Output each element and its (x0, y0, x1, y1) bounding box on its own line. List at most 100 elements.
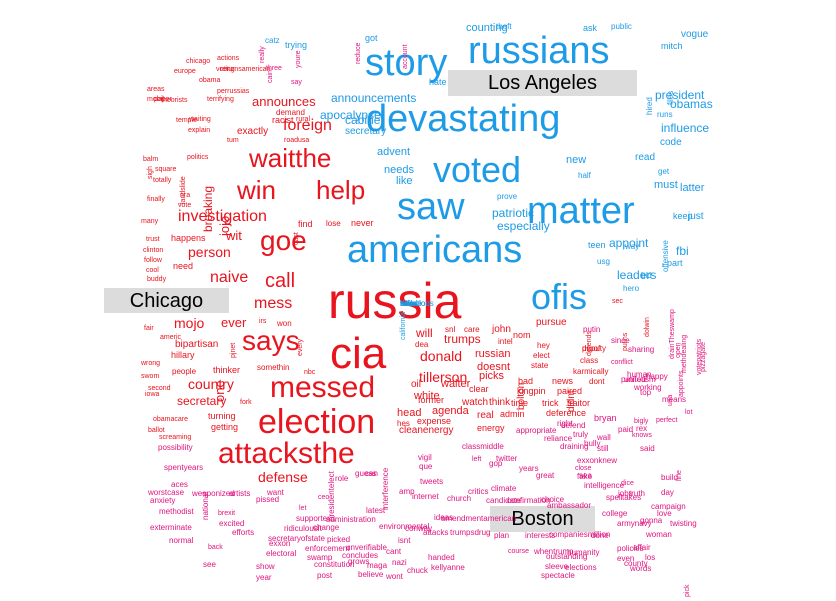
word-especially: especially (497, 219, 550, 233)
word-situation: situation (400, 299, 430, 308)
word-waiting: waiting (189, 116, 211, 123)
word-ballot: ballot (148, 427, 165, 434)
word-change: change (313, 523, 340, 532)
word-amp: amp (399, 487, 415, 496)
word-russia: russia (328, 273, 462, 329)
word-waitthe: waitthe (249, 143, 332, 173)
word-affair: affair (633, 543, 651, 552)
word-maga: maga (367, 561, 388, 570)
word-secretary: secretary (345, 126, 387, 137)
word-back: back (208, 544, 223, 551)
word-got: got (365, 33, 378, 43)
word-americans: americans (347, 229, 523, 271)
word-trust: trust (146, 236, 160, 243)
word-russian: russian (475, 348, 511, 360)
word-believe: believe (358, 570, 384, 579)
word-exxon: exxon (269, 539, 291, 548)
word-bad: bad (518, 376, 534, 386)
word-classmiddle: classmiddle (462, 442, 504, 451)
word-politics: politics (187, 154, 209, 161)
word-year: year (256, 573, 272, 582)
word-code: code (660, 137, 682, 148)
word-turning: turning (208, 411, 236, 421)
word-call: call (265, 270, 296, 292)
word-breaking: breaking (201, 185, 215, 232)
word-administration: administration (326, 515, 376, 524)
word-open: open (675, 342, 682, 358)
word-walter: walter (441, 378, 471, 390)
word-rural: rural (296, 116, 311, 123)
word-bipartisan: bipartisan (175, 339, 219, 350)
word-oracle: oracle (400, 299, 422, 308)
word-obamacare: obamacare (153, 416, 189, 423)
word-lot: lot (685, 409, 693, 416)
word-policies: policies (617, 544, 644, 553)
word-balm: balm (143, 156, 159, 163)
word-kellyanne: kellyanne (431, 563, 465, 572)
word-said: said (640, 444, 655, 453)
word-youre: youre (295, 50, 302, 68)
word-expense: expense (417, 416, 452, 426)
word-vigil: vigil (418, 453, 432, 462)
word-latter: latter (680, 182, 705, 194)
word-fake: fake (577, 472, 593, 481)
word-efforts: efforts (232, 528, 255, 537)
word-foreign: foreign (283, 117, 332, 134)
word-wrong: wrong (141, 360, 161, 367)
word-vote: vote (178, 202, 192, 209)
word-sleeve: sleeve (545, 562, 569, 571)
word-defends: defends (586, 331, 593, 356)
word-help: help (316, 175, 366, 205)
word-plan: plan (494, 531, 510, 540)
word-roadusa: roadusa (284, 137, 310, 144)
word-tillerson: tillerson (419, 369, 468, 385)
word-ever: ever (221, 315, 247, 330)
word-appropriate: appropriate (516, 426, 557, 435)
word-bid: bid (641, 271, 652, 280)
word-cool: cool (146, 267, 159, 274)
word-bryan: bryan (594, 413, 617, 423)
word-knew: knew (400, 299, 419, 308)
word-ridiculousit: ridiculousit (284, 524, 322, 533)
word-admin: admin (500, 409, 525, 419)
word-twisting: twisting (670, 519, 697, 528)
word-even: even (617, 554, 635, 563)
word-anxiety: anxiety (150, 496, 176, 505)
word-guess: guess (355, 469, 377, 478)
word-oil: oil (411, 379, 422, 390)
word-isnt: isnt (398, 536, 411, 545)
word-square: square (155, 166, 177, 173)
word-line: line (676, 470, 683, 481)
word-elections: elections (565, 563, 597, 572)
word-choice: choice (541, 495, 565, 504)
word-top: top (640, 388, 652, 397)
word-rex: rex (636, 424, 648, 433)
word-voting: voting (216, 66, 235, 73)
word-person: person (188, 244, 231, 260)
word-pissed: pissed (256, 495, 280, 504)
word-deference: deference (546, 408, 587, 418)
word-mitch: mitch (661, 41, 683, 51)
word-donald: donald (420, 348, 463, 364)
word-climate: climate (491, 484, 517, 493)
word-landslide: landslide (180, 176, 187, 204)
word-americ: americ (160, 334, 182, 341)
word-swom: swom (141, 373, 160, 380)
word-head: head (397, 407, 422, 419)
word-humanity: humanity (567, 548, 600, 557)
word-hey: hey (537, 341, 550, 350)
word-teen: teen (588, 240, 606, 250)
word-pjnet: pjnet (230, 342, 237, 358)
word-read: read (635, 152, 656, 163)
word-amendmentamerican: amendmentamerican (441, 514, 517, 523)
word-sigh: sigh (147, 166, 154, 179)
word-irs: irs (259, 318, 267, 325)
word-normal: normal (169, 536, 194, 545)
word-lose: lose (326, 219, 341, 228)
word-ofis: ofis (531, 276, 588, 317)
word-show: show (256, 562, 275, 571)
word-perfect: perfect (656, 417, 678, 424)
word-won: won (277, 319, 292, 328)
word-church: church (447, 494, 472, 503)
